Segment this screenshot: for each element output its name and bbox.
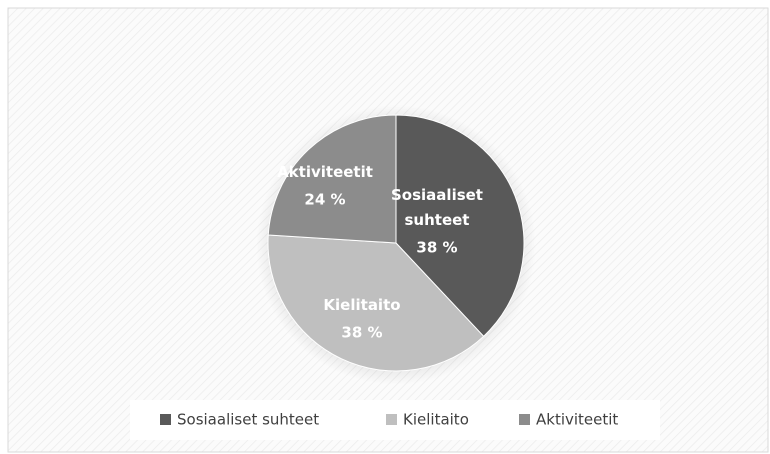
slice-category-label: Aktiviteetit [277,163,373,181]
pie-slice [395,114,525,338]
slice-value-label: 38 % [416,239,457,257]
slice-value-label: 24 % [304,191,345,209]
slice-value-label: 38 % [341,324,382,342]
legend-label: Kielitaito [403,411,469,429]
slice-category-label: Kielitaito [323,296,400,314]
pie-slice [267,114,397,244]
legend-label: Aktiviteetit [536,411,618,429]
legend-label: Sosiaaliset suhteet [177,411,319,429]
legend-swatch [386,414,397,425]
legend-swatch [519,414,530,425]
pie-slice [267,234,485,372]
legend-swatch [160,414,171,425]
slice-category-label: Sosiaaliset suhteet [391,186,483,229]
